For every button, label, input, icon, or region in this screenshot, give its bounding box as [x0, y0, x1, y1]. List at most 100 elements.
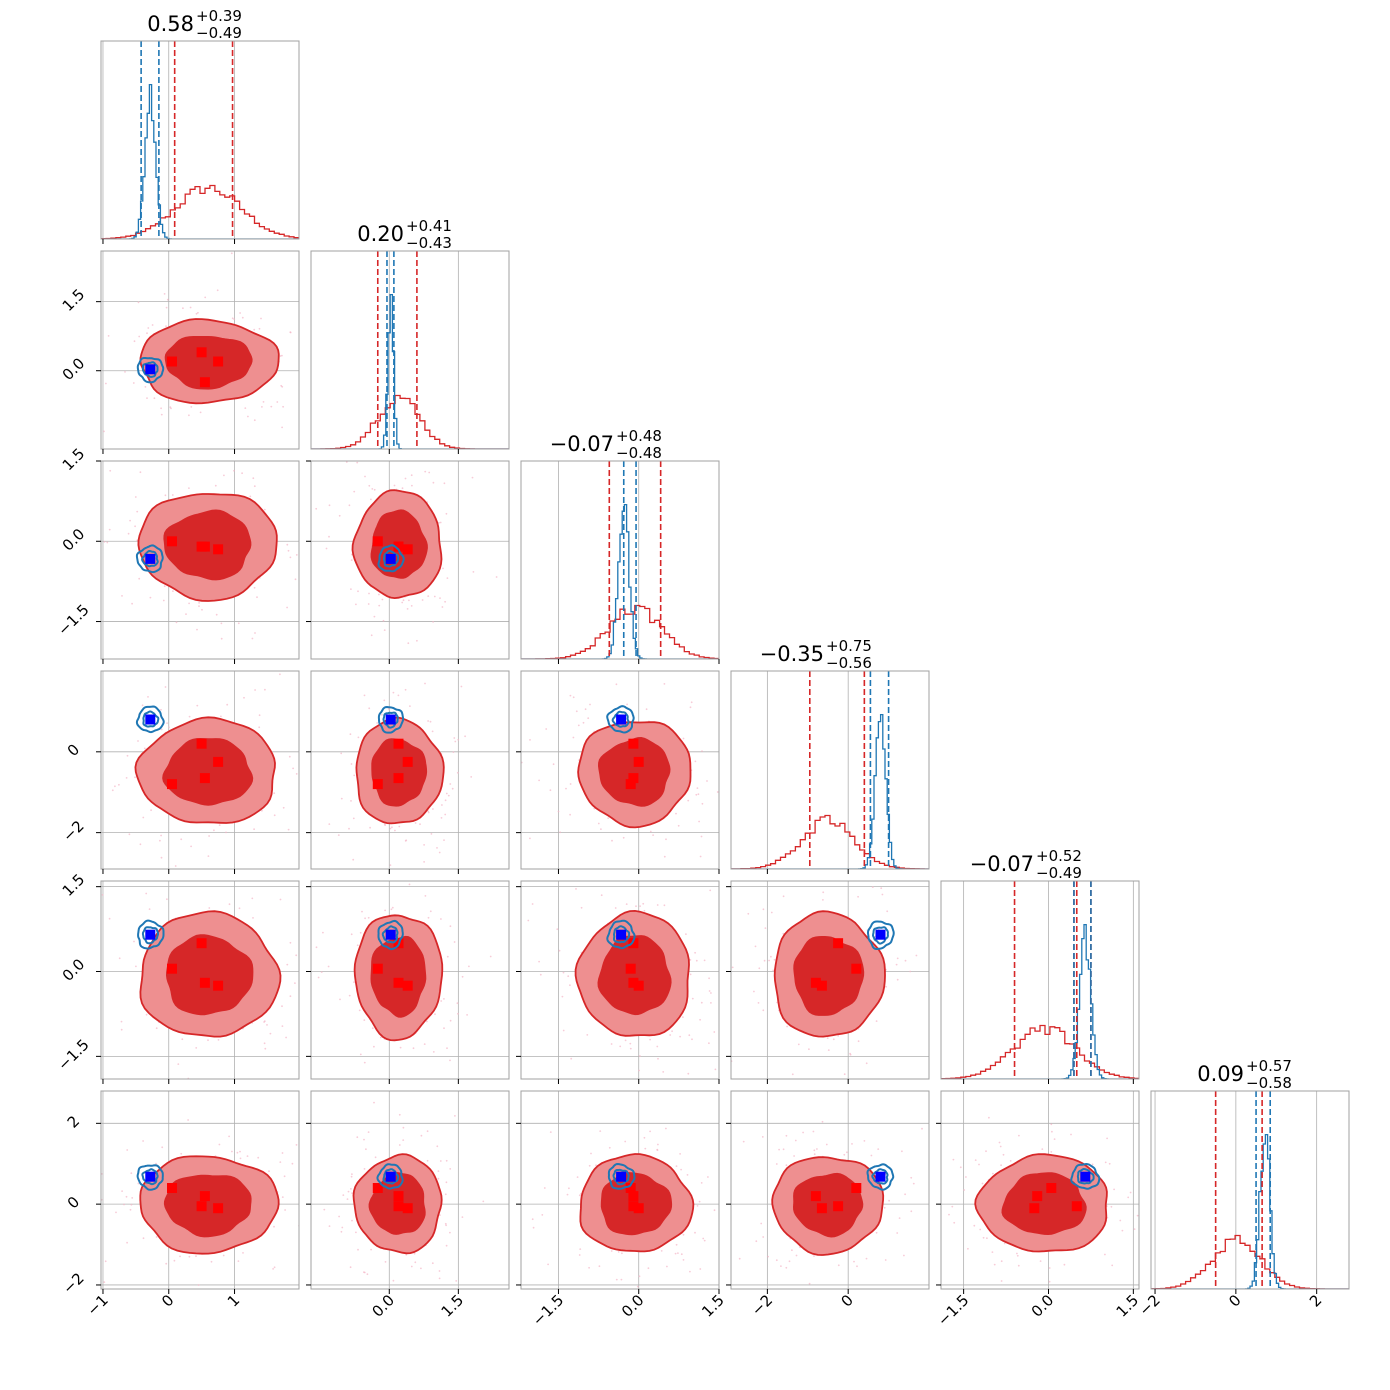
sample-point [345, 461, 348, 463]
sample-point [896, 1232, 899, 1234]
sample-point [699, 1018, 701, 1021]
sample-point [268, 1170, 270, 1173]
panel-5-4: −1.5 0.0 1.5 [934, 1090, 1142, 1330]
sample-point [622, 836, 625, 839]
sample-point [339, 998, 341, 1001]
point-marker [402, 756, 413, 767]
sample-point [464, 735, 466, 738]
y-tick-label: −1.5 [54, 1036, 92, 1074]
sample-point [725, 1049, 727, 1051]
sample-point [364, 475, 366, 478]
sample-point [578, 1194, 581, 1197]
sample-point [701, 875, 703, 877]
sample-point [165, 306, 168, 309]
point-marker [810, 1191, 821, 1202]
sample-point [198, 602, 200, 604]
sample-point [420, 1267, 422, 1270]
comparison-contour-outer [607, 1162, 636, 1190]
sample-point [638, 1275, 641, 1278]
sample-point [656, 904, 659, 906]
sample-point [614, 907, 617, 909]
sample-point [701, 750, 703, 752]
sample-point [698, 1200, 701, 1203]
sample-point [220, 622, 223, 625]
point-marker [167, 1183, 177, 1193]
sample-point [328, 823, 331, 825]
sample-point [352, 858, 355, 861]
sample-point [529, 837, 531, 840]
sample-point [610, 1250, 613, 1252]
sample-point [249, 495, 252, 498]
sample-point [982, 1236, 985, 1239]
sample-point [1112, 1292, 1114, 1294]
sample-point [1009, 1160, 1012, 1162]
sample-point [1136, 1214, 1139, 1217]
point-marker [199, 773, 210, 784]
sample-point [439, 1214, 441, 1216]
sample-point [898, 1217, 901, 1219]
sample-point [138, 577, 141, 580]
sample-point [429, 910, 432, 913]
sample-point [128, 833, 131, 836]
sample-point [109, 469, 112, 472]
sample-point [351, 1173, 353, 1175]
sample-point [195, 1047, 198, 1049]
sample-point [770, 911, 773, 914]
y-tick-label: −1.5 [54, 601, 92, 639]
sample-point [414, 822, 417, 824]
panel-5-5: −2 0 2 0.09 +0.57−0.58 [1135, 1057, 1350, 1319]
comparison-contour-inner [381, 925, 399, 944]
sample-point [104, 1260, 107, 1263]
truth-marker [385, 714, 396, 725]
sample-point [198, 605, 200, 607]
sample-point [206, 656, 208, 658]
sample-point [444, 813, 447, 816]
reference-histogram [101, 184, 299, 239]
sample-point [374, 1156, 377, 1159]
sample-point [948, 1213, 950, 1216]
panel-frame [310, 880, 510, 1080]
point-marker [372, 963, 383, 974]
sample-point [243, 696, 245, 699]
sample-point [953, 1221, 956, 1224]
sample-point [347, 1190, 350, 1193]
sample-point [286, 606, 288, 609]
sample-point [761, 1136, 764, 1138]
sample-point [675, 812, 677, 815]
x-tick-label: 1 [224, 1291, 243, 1310]
sample-point [694, 951, 696, 954]
sample-point [620, 1278, 623, 1281]
sample-point [126, 1241, 128, 1244]
sample-point [780, 1265, 782, 1267]
sample-point [145, 1013, 148, 1016]
sample-point [432, 858, 434, 860]
sample-point [747, 912, 750, 915]
sample-point [399, 1046, 402, 1049]
title-minus-error: −0.56 [826, 654, 872, 672]
sample-point [323, 1208, 326, 1211]
sample-point [279, 673, 281, 676]
sample-point [247, 668, 249, 670]
sample-point [449, 1019, 452, 1022]
sample-point [368, 707, 371, 710]
sample-point [376, 722, 378, 724]
sample-point [393, 484, 396, 487]
sample-point [134, 496, 137, 498]
point-marker [851, 963, 862, 974]
sample-point [141, 704, 144, 707]
sample-point [196, 628, 198, 631]
sample-point [351, 1192, 353, 1194]
sample-point [131, 1197, 134, 1199]
sample-point [959, 1166, 962, 1169]
sample-point [350, 1175, 353, 1178]
sample-point [570, 1057, 573, 1060]
sample-point [258, 327, 261, 330]
panel-5-2: −1.5 0.0 1.5 [516, 1090, 728, 1330]
sample-point [224, 1303, 226, 1305]
sample-point [875, 1231, 878, 1234]
comparison-contour-inner [141, 926, 159, 945]
sample-point [328, 535, 330, 538]
sample-point [160, 856, 163, 859]
sample-point [349, 1266, 352, 1269]
sample-point [988, 1116, 990, 1119]
